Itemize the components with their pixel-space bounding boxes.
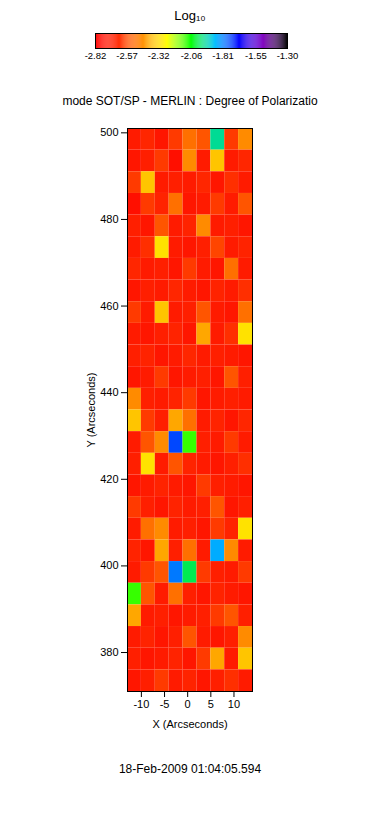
svg-text:-2.57: -2.57 bbox=[116, 50, 138, 61]
svg-text:-1.30: -1.30 bbox=[277, 50, 299, 61]
svg-text:-1.81: -1.81 bbox=[212, 50, 234, 61]
svg-text:5: 5 bbox=[208, 698, 214, 710]
svg-text:-2.82: -2.82 bbox=[85, 50, 107, 61]
svg-text:10: 10 bbox=[228, 698, 240, 710]
svg-text:480: 480 bbox=[100, 213, 118, 225]
html-text:18-Feb-2009 01:04:05.594: 18-Feb-2009 01:04:05.594 bbox=[118, 762, 262, 776]
svg-text:-5: -5 bbox=[160, 698, 170, 710]
svg-text:440: 440 bbox=[100, 386, 118, 398]
svg-text:-10: -10 bbox=[133, 698, 149, 710]
html-text:Log₁₀: Log₁₀ bbox=[174, 8, 206, 23]
html-text:mode SOT/SP - MERLIN : Degree: mode SOT/SP - MERLIN : Degree of Polariz… bbox=[62, 94, 318, 108]
svg-text:500: 500 bbox=[100, 126, 118, 138]
svg-text:400: 400 bbox=[100, 559, 118, 571]
svg-text:-1.55: -1.55 bbox=[245, 50, 267, 61]
svg-text:380: 380 bbox=[100, 646, 118, 658]
svg-text:-2.06: -2.06 bbox=[181, 50, 203, 61]
svg-text:X (Arcseconds): X (Arcseconds) bbox=[152, 718, 227, 730]
svg-text:420: 420 bbox=[100, 473, 118, 485]
svg-text:0: 0 bbox=[185, 698, 191, 710]
svg-text:-2.32: -2.32 bbox=[148, 50, 170, 61]
svg-text:460: 460 bbox=[100, 300, 118, 312]
svg-text:Y (Arcseconds): Y (Arcseconds) bbox=[85, 373, 97, 448]
